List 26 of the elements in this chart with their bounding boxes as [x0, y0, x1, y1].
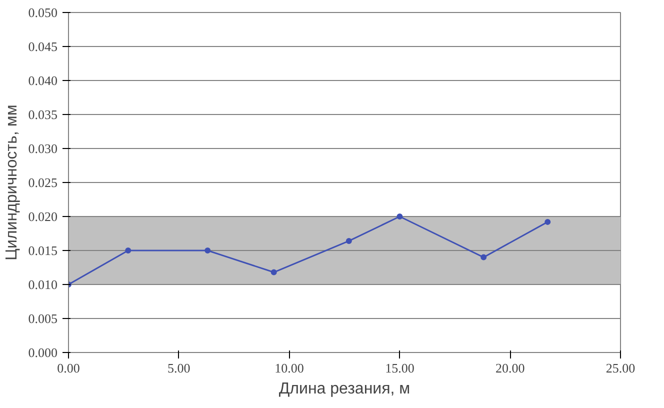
point	[396, 214, 403, 220]
y-tick-label: 0.030	[28, 141, 58, 156]
point	[544, 218, 551, 225]
point	[125, 248, 132, 254]
y-tick-label: 0.020	[28, 209, 58, 224]
x-tick-label: 20.00	[495, 360, 525, 376]
x-tick-label: 25.00	[606, 360, 636, 376]
point	[480, 254, 487, 260]
x-tick-label: 5.00	[168, 360, 190, 376]
y-tick-label: 0.000	[28, 345, 58, 360]
y-tick-label: 0.015	[28, 243, 58, 258]
point	[346, 238, 352, 244]
y-tick-label: 0.025	[28, 175, 58, 190]
point	[270, 269, 277, 276]
point	[204, 248, 211, 254]
x-axis-title: Длина резания, м	[278, 380, 410, 398]
y-tick-label: 0.035	[28, 107, 58, 122]
y-axis-title: Цилиндричность, мм	[3, 104, 20, 260]
y-tick-label: 0.045	[28, 39, 58, 54]
y-tick-label: 0.005	[28, 311, 58, 326]
y-tick-label: 0.040	[28, 73, 58, 88]
y-tick-label: 0.050	[28, 5, 58, 20]
x-tick-label: 0.00	[57, 360, 80, 376]
x-tick-label: 10.00	[274, 360, 304, 376]
x-tick-label: 15.00	[385, 360, 414, 376]
y-tick-label: 0.010	[28, 277, 58, 292]
